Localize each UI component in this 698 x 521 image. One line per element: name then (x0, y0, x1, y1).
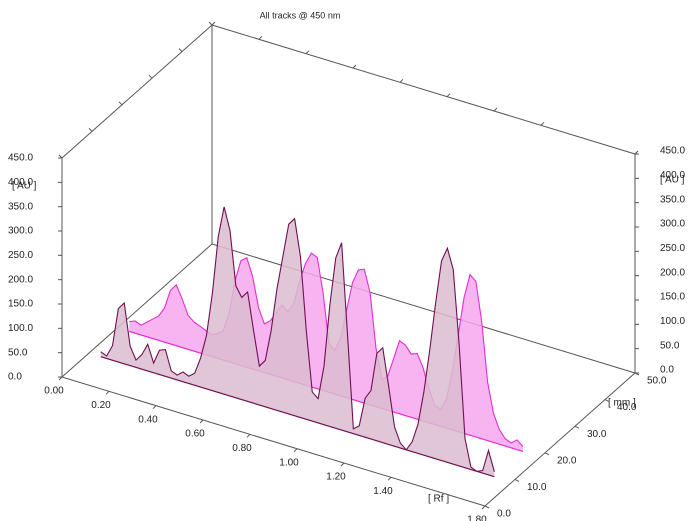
x-tick (199, 419, 204, 424)
y-tick-label-right: 250.0 (660, 243, 685, 254)
x-tick-label: 0.40 (138, 414, 158, 425)
x-axis-label: [ Rf ] (428, 494, 449, 505)
box-edge (211, 24, 636, 155)
z-tick (484, 505, 490, 509)
y-tick-label: 250.0 (8, 250, 33, 261)
y-tick-label: 0.0 (8, 372, 22, 383)
y-tick-label-right: 50.0 (660, 340, 680, 351)
top-tick (493, 107, 498, 112)
top-left-tick (58, 154, 63, 159)
x-tick-label: 1.40 (373, 486, 393, 497)
z-tick (514, 478, 520, 482)
x-tick-label: 0.80 (232, 443, 252, 454)
y-tick-label-right: 450.0 (660, 146, 685, 157)
y-tick-label: 100.0 (8, 323, 33, 334)
y-tick-label-right: 300.0 (660, 219, 685, 230)
y-tick-label: 300.0 (8, 226, 33, 237)
y-tick-label-right: 400.0 (660, 170, 685, 181)
z-tick (544, 452, 550, 456)
box-edge (61, 24, 213, 159)
top-tick (446, 93, 451, 98)
track-fill (100, 206, 495, 477)
x-tick (58, 376, 63, 381)
x-tick-label: 0.00 (44, 386, 64, 397)
y-tick-label-right: 100.0 (660, 316, 685, 327)
chart-title: All tracks @ 450 nm (260, 10, 341, 20)
y-tick-label-right: 350.0 (660, 194, 685, 205)
top-tick (305, 50, 310, 55)
x-tick-label: 1.20 (326, 472, 346, 483)
x-tick-label: 1.00 (279, 457, 299, 468)
z-tick-label: 0.0 (497, 509, 511, 520)
top-left-tick (208, 21, 213, 26)
x-tick (387, 476, 392, 481)
y-tick-label: 350.0 (8, 201, 33, 212)
z-tick-label: 30.0 (587, 429, 607, 440)
track-baseline (100, 356, 495, 478)
z-axis-label: [ mm ] (608, 398, 636, 409)
z-tick (574, 425, 580, 429)
y-tick-label: 50.0 (8, 347, 28, 358)
top-left-tick (118, 101, 123, 106)
z-tick-label: 40.0 (617, 402, 637, 413)
y-tick-label: 150.0 (8, 299, 33, 310)
y-tick-label-right: 150.0 (660, 292, 685, 303)
top-left-tick (178, 48, 183, 52)
y-tick-label: 450.0 (8, 153, 33, 164)
x-tick (481, 505, 486, 510)
y-axis-label-right: [ AU ] (660, 175, 685, 186)
x-axis (61, 376, 486, 507)
top-left-tick (148, 74, 153, 79)
x-tick (293, 448, 298, 453)
x-tick (152, 405, 157, 410)
y-tick-label-right: 200.0 (660, 267, 685, 278)
x-tick-label: 0.60 (185, 429, 205, 440)
y-tick-label-right: 0.0 (660, 365, 674, 376)
top-tick (634, 150, 639, 155)
x-tick (105, 390, 110, 395)
z-tick-label: 50.0 (647, 376, 667, 387)
top-tick (352, 64, 357, 69)
x-tick (246, 433, 251, 438)
z-tick-label: 10.0 (527, 482, 547, 493)
z-tick (604, 399, 610, 403)
top-tick (540, 121, 545, 126)
x-tick-label: 1.80 (467, 515, 487, 521)
x-tick-label: 0.20 (91, 400, 111, 411)
y-axis-label: [ AU ] (12, 181, 37, 192)
z-axis (484, 372, 636, 507)
box-edge (61, 243, 213, 378)
x-tick (340, 462, 345, 467)
top-tick (258, 35, 263, 40)
top-tick (399, 78, 404, 83)
z-tick (634, 372, 640, 376)
top-left-tick (88, 128, 93, 132)
top-tick (211, 21, 216, 26)
y-tick-label: 400.0 (8, 177, 33, 188)
track-line (100, 206, 495, 472)
z-tick-label: 20.0 (557, 455, 577, 466)
y-tick-label: 200.0 (8, 274, 33, 285)
